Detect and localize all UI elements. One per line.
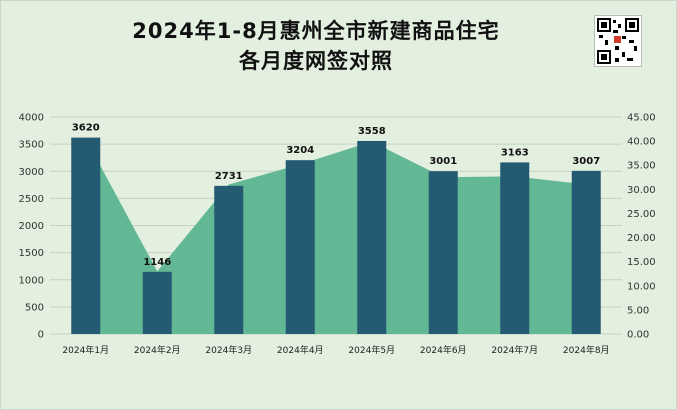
bar-8 bbox=[571, 170, 601, 334]
y-left-tick-0: 0 bbox=[38, 330, 44, 341]
y-right-tick-9: 45.00 bbox=[627, 113, 656, 124]
bar-7 bbox=[500, 162, 530, 334]
bar-6 bbox=[428, 171, 458, 334]
x-tick-4: 2024年4月 bbox=[277, 344, 324, 356]
chart-title-line1: 2024年1-8月惠州全市新建商品住宅 bbox=[132, 19, 500, 43]
x-tick-7: 2024年7月 bbox=[491, 344, 538, 356]
chart-title-line2: 各月度网签对照 bbox=[239, 49, 393, 73]
y-right-tick-8: 40.00 bbox=[627, 137, 656, 148]
data-label-5: 3558 bbox=[358, 126, 386, 137]
x-tick-1: 2024年1月 bbox=[62, 344, 109, 356]
y-left-tick-8: 4000 bbox=[19, 113, 44, 124]
y-left-tick-4: 2000 bbox=[19, 221, 44, 232]
y-left-tick-7: 3500 bbox=[19, 140, 44, 151]
y-left-tick-3: 1500 bbox=[19, 248, 44, 259]
x-tick-6: 2024年6月 bbox=[420, 344, 467, 356]
y-right-tick-5: 25.00 bbox=[627, 209, 656, 220]
data-label-8: 3007 bbox=[572, 156, 600, 167]
y-right-tick-3: 15.00 bbox=[627, 257, 656, 268]
y-left-tick-5: 2500 bbox=[19, 194, 44, 205]
y-right-tick-2: 10.00 bbox=[627, 281, 656, 292]
qr-code bbox=[594, 15, 642, 67]
data-label-3: 2731 bbox=[215, 171, 243, 182]
y-right-tick-4: 20.00 bbox=[627, 233, 656, 244]
bar-2 bbox=[142, 271, 172, 334]
data-label-1: 3620 bbox=[72, 123, 100, 134]
data-label-4: 3204 bbox=[286, 145, 314, 156]
data-label-2: 1146 bbox=[143, 257, 171, 268]
y-left-tick-2: 1000 bbox=[19, 275, 44, 286]
x-tick-8: 2024年8月 bbox=[563, 344, 610, 356]
x-tick-3: 2024年3月 bbox=[205, 344, 252, 356]
y-right-tick-0: 0.00 bbox=[627, 330, 649, 341]
y-left-tick-1: 500 bbox=[25, 302, 44, 313]
bar-1 bbox=[71, 137, 101, 334]
y-right-tick-1: 5.00 bbox=[627, 305, 649, 316]
bar-3 bbox=[214, 185, 244, 334]
y-left-tick-6: 3000 bbox=[19, 167, 44, 178]
y-right-tick-6: 30.00 bbox=[627, 185, 656, 196]
area-series bbox=[85, 138, 587, 334]
bar-5 bbox=[357, 140, 387, 334]
y-right-tick-7: 35.00 bbox=[627, 161, 656, 172]
data-label-6: 3001 bbox=[429, 156, 457, 167]
x-tick-2: 2024年2月 bbox=[134, 344, 181, 356]
x-tick-5: 2024年5月 bbox=[348, 344, 395, 356]
bar-4 bbox=[285, 160, 315, 334]
data-label-7: 3163 bbox=[501, 147, 529, 158]
